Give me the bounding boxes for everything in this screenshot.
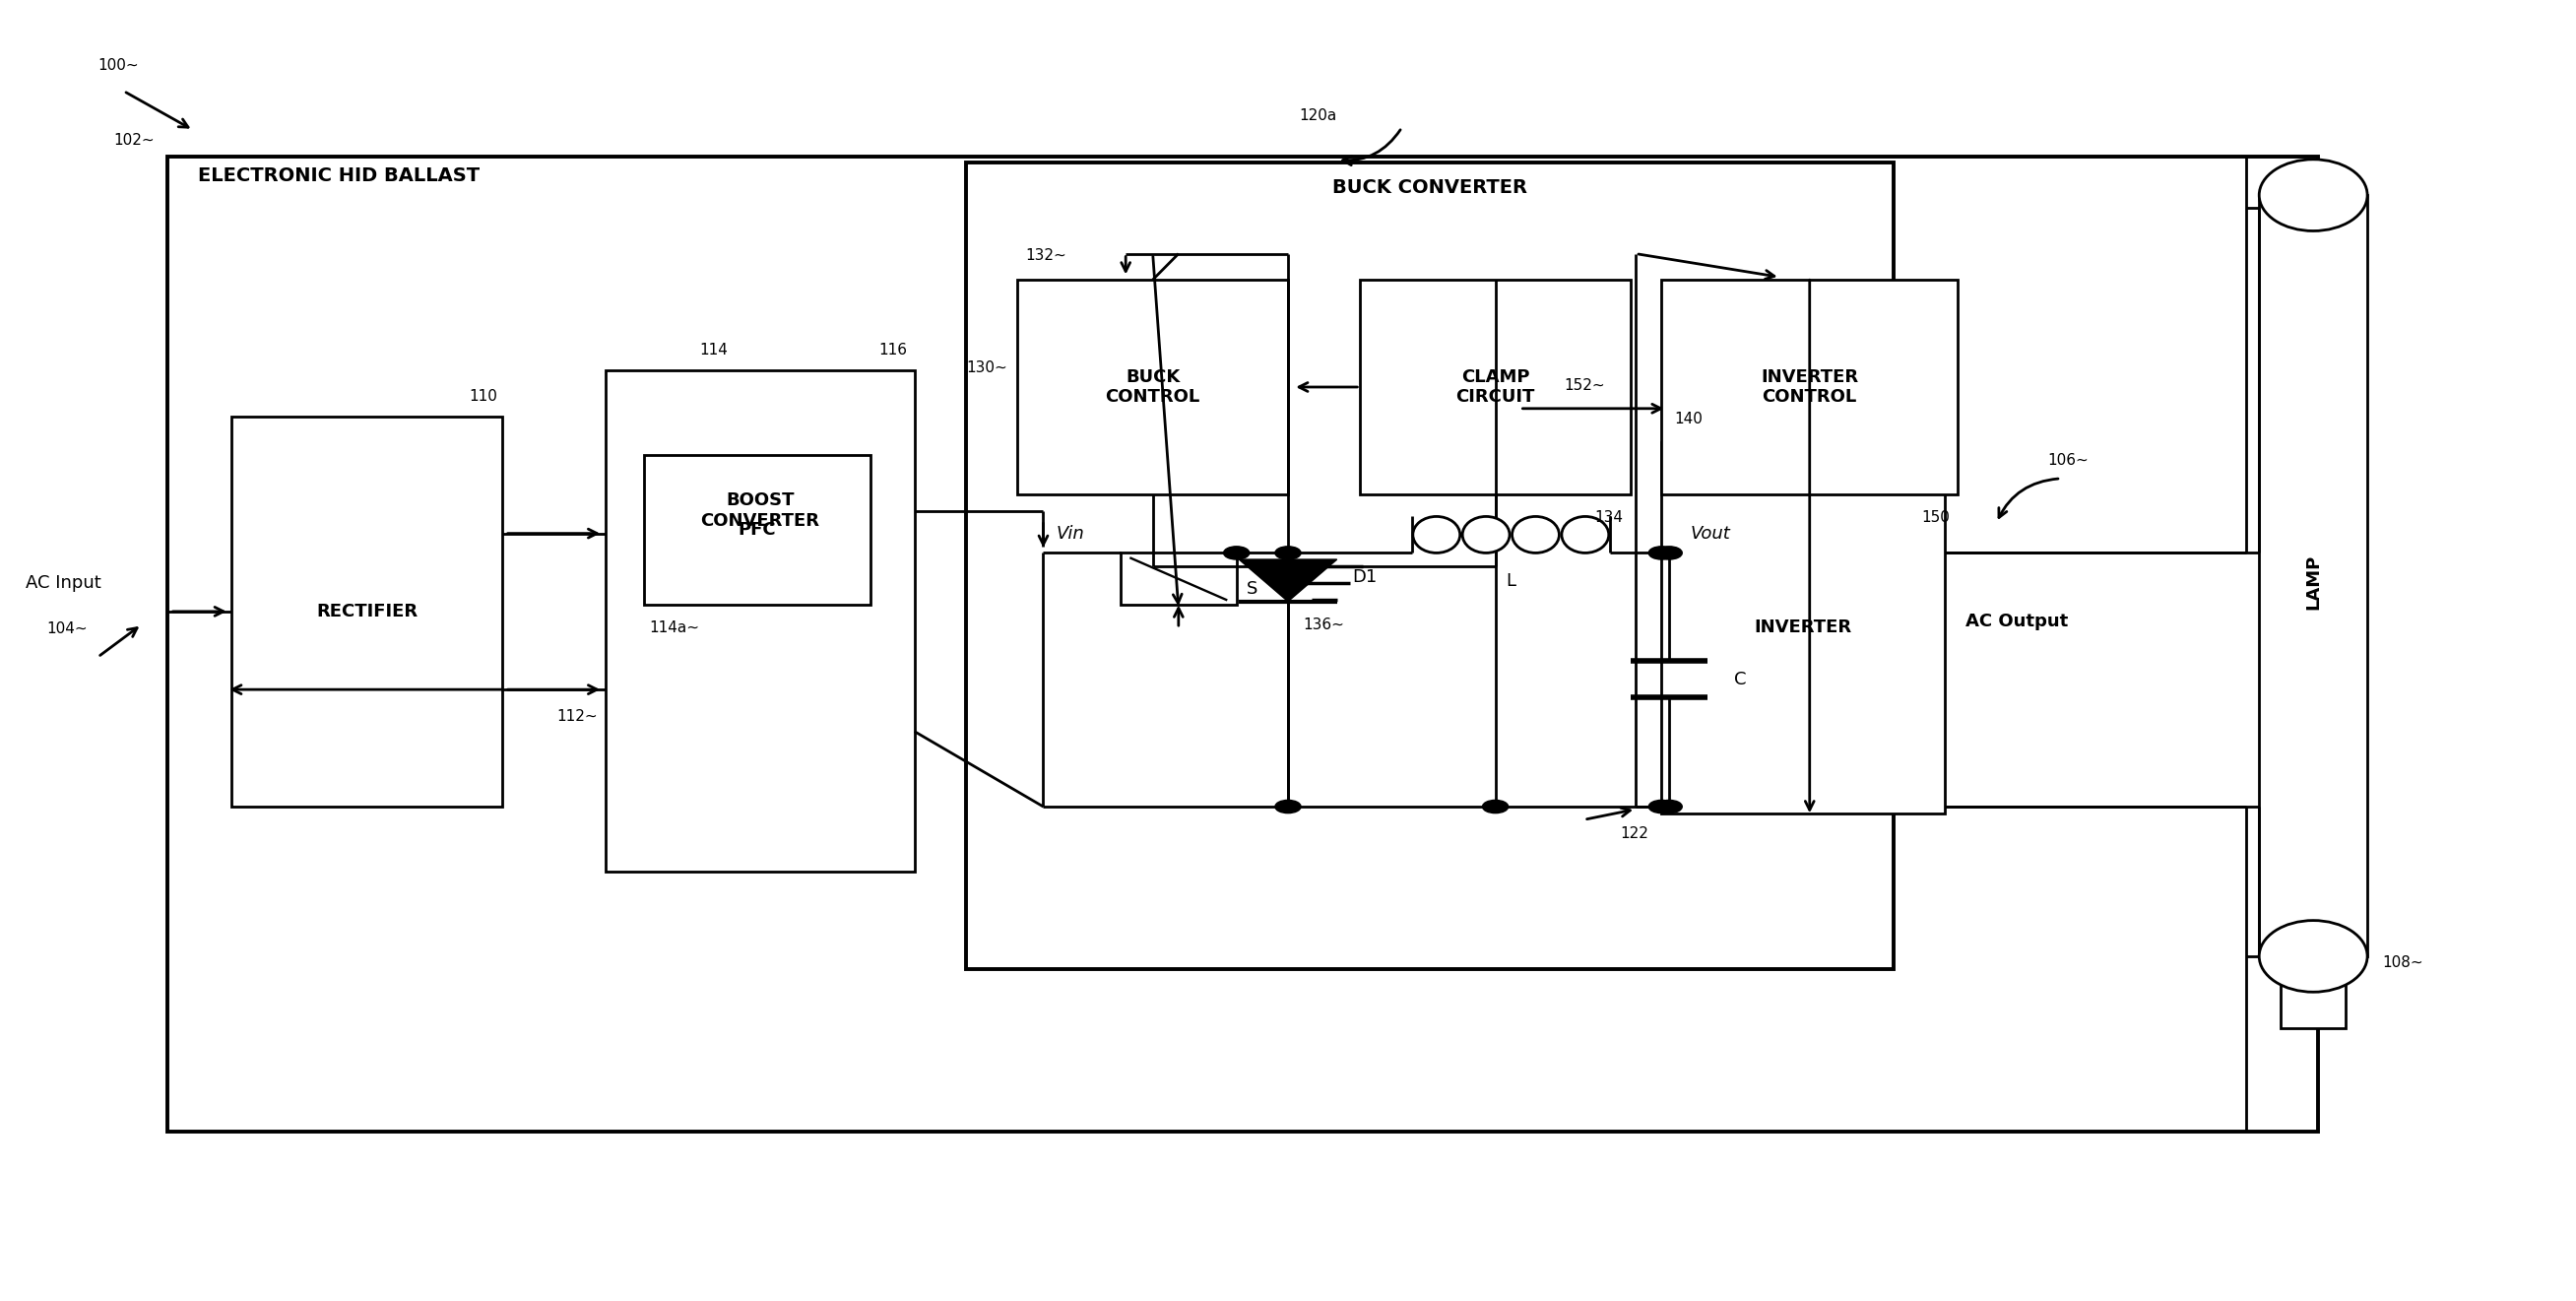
Text: Vout: Vout — [1690, 524, 1731, 543]
Bar — [1662, 280, 1958, 494]
Ellipse shape — [1412, 516, 1461, 553]
Bar — [1121, 553, 1236, 605]
Text: 132~: 132~ — [1025, 248, 1066, 263]
Text: 108~: 108~ — [2383, 955, 2424, 971]
Bar — [1018, 280, 1288, 494]
Text: INVERTER
CONTROL: INVERTER CONTROL — [1762, 368, 1857, 406]
Bar — [966, 163, 1893, 969]
Bar — [1662, 442, 1945, 813]
Bar — [2259, 195, 2367, 956]
Circle shape — [1656, 800, 1682, 813]
Circle shape — [1649, 800, 1674, 813]
Text: AC Input: AC Input — [26, 574, 100, 592]
Text: 150: 150 — [1922, 510, 1950, 524]
Text: L: L — [1507, 572, 1515, 591]
Text: 110: 110 — [469, 389, 497, 403]
Bar — [2280, 956, 2347, 1028]
Text: LAMP: LAMP — [2306, 554, 2321, 610]
Ellipse shape — [1561, 516, 1610, 553]
Text: Vin: Vin — [1056, 524, 1084, 543]
Text: 136~: 136~ — [1303, 618, 1345, 632]
Text: 112~: 112~ — [556, 709, 598, 723]
Ellipse shape — [2259, 921, 2367, 991]
Circle shape — [1481, 800, 1507, 813]
Text: 114: 114 — [698, 343, 729, 358]
Circle shape — [1275, 800, 1301, 813]
Bar — [232, 416, 502, 807]
Text: 116: 116 — [878, 343, 907, 358]
Text: S: S — [1247, 580, 1257, 598]
Text: 122: 122 — [1620, 826, 1649, 840]
Text: 106~: 106~ — [2048, 453, 2089, 468]
Circle shape — [1649, 546, 1674, 559]
Text: PFC: PFC — [739, 522, 775, 539]
Ellipse shape — [1463, 516, 1510, 553]
Text: 104~: 104~ — [46, 622, 88, 636]
Text: C: C — [1734, 670, 1747, 688]
Circle shape — [1224, 546, 1249, 559]
Text: BUCK
CONTROL: BUCK CONTROL — [1105, 368, 1200, 406]
Bar — [605, 371, 914, 872]
Text: 120a: 120a — [1298, 109, 1337, 124]
Text: RECTIFIER: RECTIFIER — [317, 602, 417, 621]
Text: BUCK CONVERTER: BUCK CONVERTER — [1332, 178, 1528, 196]
Text: ELECTRONIC HID BALLAST: ELECTRONIC HID BALLAST — [198, 167, 479, 185]
Text: 102~: 102~ — [113, 133, 155, 148]
Text: D1: D1 — [1352, 567, 1378, 585]
Text: 100~: 100~ — [98, 57, 139, 73]
Text: AC Output: AC Output — [1965, 613, 2069, 630]
Text: 152~: 152~ — [1564, 379, 1605, 393]
Circle shape — [1656, 546, 1682, 559]
Polygon shape — [1239, 559, 1337, 601]
Circle shape — [1275, 546, 1301, 559]
Text: 130~: 130~ — [966, 360, 1007, 375]
Text: CLAMP
CIRCUIT: CLAMP CIRCUIT — [1455, 368, 1535, 406]
Text: 114a~: 114a~ — [649, 621, 698, 635]
Bar — [167, 156, 2318, 1132]
Text: INVERTER: INVERTER — [1754, 619, 1852, 636]
Text: BOOST
CONVERTER: BOOST CONVERTER — [701, 492, 819, 530]
Ellipse shape — [2259, 159, 2367, 232]
Bar — [644, 455, 871, 605]
Text: 140: 140 — [1674, 412, 1703, 427]
Ellipse shape — [1512, 516, 1558, 553]
Bar — [1360, 280, 1631, 494]
Text: 134: 134 — [1595, 510, 1623, 524]
